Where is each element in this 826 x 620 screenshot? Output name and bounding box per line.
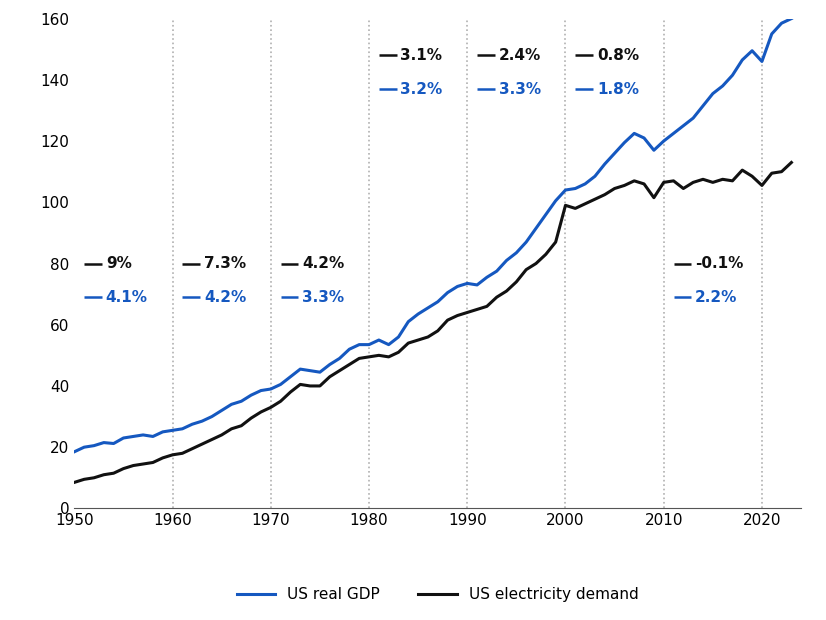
Legend: US real GDP, US electricity demand: US real GDP, US electricity demand (231, 582, 644, 608)
Text: 4.2%: 4.2% (204, 290, 246, 304)
Text: 2.2%: 2.2% (695, 290, 738, 304)
Text: 3.3%: 3.3% (499, 81, 541, 97)
Text: 4.2%: 4.2% (302, 256, 344, 271)
Text: 7.3%: 7.3% (204, 256, 246, 271)
Text: 4.1%: 4.1% (106, 290, 148, 304)
Text: 3.1%: 3.1% (401, 48, 443, 63)
Text: 1.8%: 1.8% (597, 81, 638, 97)
Text: 3.2%: 3.2% (401, 81, 443, 97)
Text: 3.3%: 3.3% (302, 290, 344, 304)
Text: 2.4%: 2.4% (499, 48, 541, 63)
Text: 9%: 9% (106, 256, 131, 271)
Text: 0.8%: 0.8% (597, 48, 639, 63)
Text: -0.1%: -0.1% (695, 256, 743, 271)
